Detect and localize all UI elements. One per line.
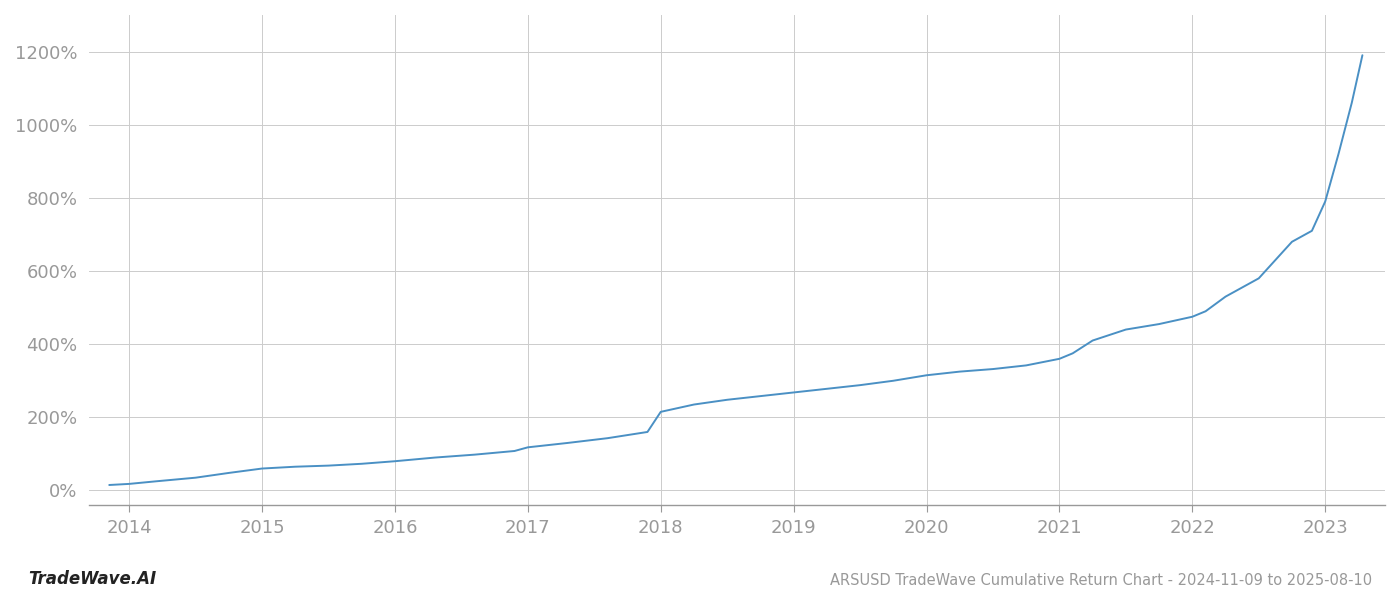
Text: ARSUSD TradeWave Cumulative Return Chart - 2024-11-09 to 2025-08-10: ARSUSD TradeWave Cumulative Return Chart…	[830, 573, 1372, 588]
Text: TradeWave.AI: TradeWave.AI	[28, 570, 157, 588]
